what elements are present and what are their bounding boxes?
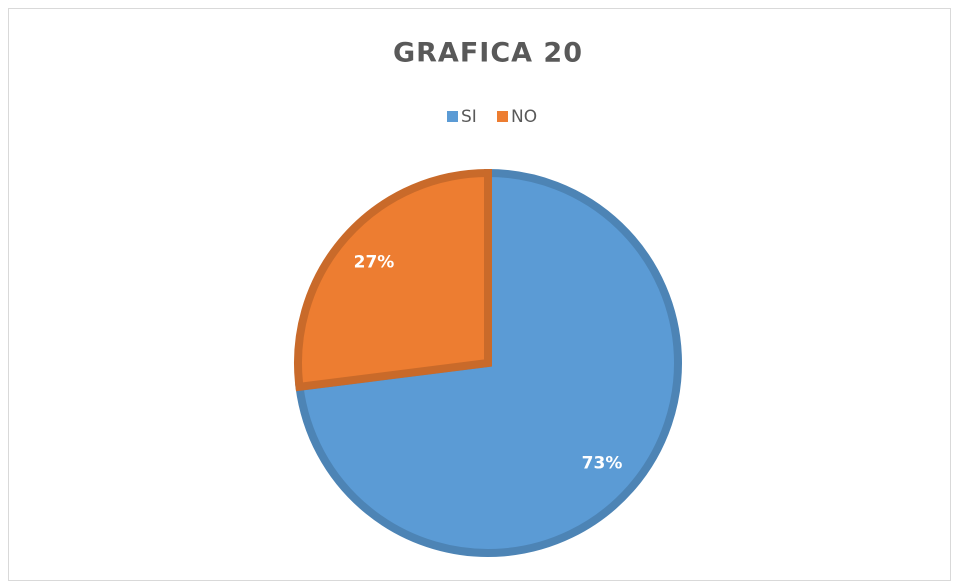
chart-title: GRAFICA 20 [393,38,583,69]
legend-label: SI [461,107,477,127]
legend-swatch [497,111,508,122]
data-label: 73% [582,454,623,474]
legend-swatch [447,111,458,122]
pie-slice [294,168,492,392]
legend-label: NO [511,107,537,127]
data-label: 27% [354,252,395,272]
